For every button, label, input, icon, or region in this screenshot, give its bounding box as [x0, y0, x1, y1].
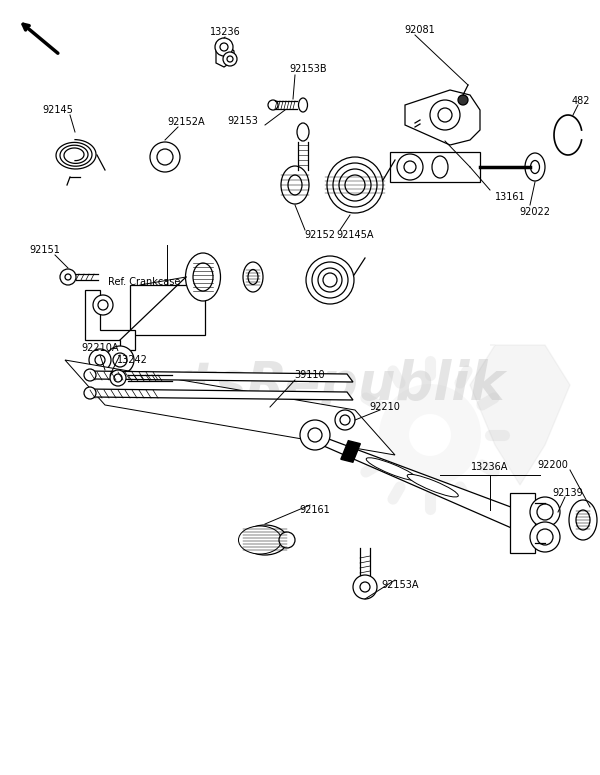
Text: 92139: 92139: [553, 488, 583, 498]
Circle shape: [157, 149, 173, 165]
Text: 13161: 13161: [494, 192, 526, 202]
Polygon shape: [405, 90, 480, 145]
Bar: [130, 285, 205, 335]
Polygon shape: [470, 345, 570, 485]
Text: Ref. Crankcase: Ref. Crankcase: [108, 277, 181, 287]
Ellipse shape: [193, 263, 213, 291]
Circle shape: [93, 295, 113, 315]
Text: 13236: 13236: [209, 27, 241, 37]
Polygon shape: [216, 43, 234, 67]
Circle shape: [537, 504, 553, 520]
Text: 482: 482: [572, 96, 590, 106]
Circle shape: [312, 262, 348, 298]
Circle shape: [339, 169, 371, 201]
Text: 92152A: 92152A: [167, 117, 205, 127]
Circle shape: [458, 95, 468, 105]
Ellipse shape: [297, 123, 309, 141]
Circle shape: [106, 346, 134, 374]
Circle shape: [110, 370, 126, 386]
Text: 92153A: 92153A: [381, 580, 419, 590]
Ellipse shape: [525, 153, 545, 181]
Circle shape: [95, 355, 105, 365]
Text: 92145: 92145: [43, 105, 73, 115]
Circle shape: [530, 522, 560, 552]
Circle shape: [223, 52, 237, 66]
Circle shape: [84, 369, 96, 381]
Circle shape: [227, 56, 233, 62]
Text: 92152: 92152: [305, 230, 335, 240]
Circle shape: [306, 256, 354, 304]
Text: 92161: 92161: [299, 505, 331, 515]
Ellipse shape: [288, 175, 302, 195]
Polygon shape: [510, 493, 535, 553]
Circle shape: [340, 415, 350, 425]
Circle shape: [215, 38, 233, 56]
Text: 92153B: 92153B: [289, 64, 327, 74]
Ellipse shape: [243, 262, 263, 292]
Text: 13242: 13242: [116, 355, 148, 365]
Circle shape: [537, 529, 553, 545]
Circle shape: [430, 100, 460, 130]
Circle shape: [333, 163, 377, 207]
Ellipse shape: [407, 474, 458, 497]
Text: PartsRepublik: PartsRepublik: [94, 359, 506, 411]
Polygon shape: [87, 389, 353, 400]
Circle shape: [268, 100, 278, 110]
Circle shape: [345, 175, 365, 195]
Circle shape: [353, 575, 377, 599]
Ellipse shape: [239, 526, 281, 554]
Text: 92200: 92200: [537, 460, 568, 470]
Text: 92210: 92210: [370, 402, 400, 412]
Circle shape: [279, 532, 295, 548]
Text: 92210A: 92210A: [81, 343, 119, 353]
Ellipse shape: [242, 525, 287, 555]
Circle shape: [114, 374, 122, 382]
Ellipse shape: [576, 510, 590, 530]
Ellipse shape: [366, 458, 418, 480]
Circle shape: [60, 269, 76, 285]
Circle shape: [150, 142, 180, 172]
Circle shape: [300, 420, 330, 450]
Text: 13236A: 13236A: [472, 462, 509, 472]
Polygon shape: [85, 290, 135, 350]
Polygon shape: [390, 152, 480, 182]
Circle shape: [379, 384, 481, 486]
Circle shape: [220, 43, 228, 51]
Text: 92022: 92022: [520, 207, 551, 217]
Text: 39110: 39110: [295, 370, 325, 380]
Circle shape: [327, 157, 383, 213]
Ellipse shape: [281, 166, 309, 204]
Ellipse shape: [432, 156, 448, 178]
Text: 92153: 92153: [227, 116, 258, 126]
Ellipse shape: [299, 98, 308, 112]
Polygon shape: [319, 436, 529, 532]
Polygon shape: [65, 360, 395, 455]
Polygon shape: [341, 441, 361, 462]
Circle shape: [323, 273, 337, 287]
Circle shape: [397, 154, 423, 180]
Circle shape: [318, 268, 342, 292]
Text: 92151: 92151: [29, 245, 61, 255]
Circle shape: [530, 497, 560, 527]
Circle shape: [335, 410, 355, 430]
Circle shape: [404, 161, 416, 173]
Circle shape: [113, 353, 127, 367]
Ellipse shape: [248, 270, 258, 284]
Text: 92081: 92081: [404, 25, 436, 35]
Circle shape: [89, 349, 111, 371]
Ellipse shape: [530, 160, 539, 174]
Circle shape: [360, 582, 370, 592]
Circle shape: [438, 108, 452, 122]
Circle shape: [308, 428, 322, 442]
Ellipse shape: [569, 500, 597, 540]
Circle shape: [409, 414, 451, 456]
Text: 92145A: 92145A: [336, 230, 374, 240]
Circle shape: [98, 300, 108, 310]
Polygon shape: [87, 371, 353, 382]
Circle shape: [84, 387, 96, 399]
Ellipse shape: [185, 253, 221, 301]
Circle shape: [65, 274, 71, 280]
